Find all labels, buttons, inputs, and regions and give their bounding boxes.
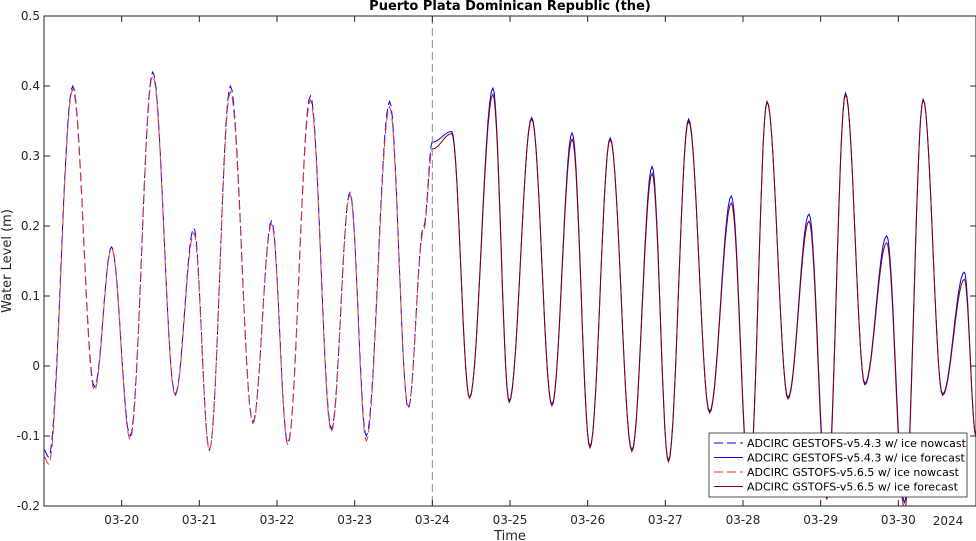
axes-layer: 0.5 0.4 0.3 0.2 0.1 0 -0.1 -0.2 03-20 03-21 03-22 0…	[17, 9, 976, 527]
plot-area	[44, 16, 976, 506]
legend: ADCIRC GESTOFS-v5.4.3 w/ ice nowcast ADCI…	[708, 432, 968, 498]
y-tick-label: 0.2	[21, 219, 40, 233]
x-tick-label: 03-27	[648, 513, 683, 527]
x-tick-label: 03-24	[415, 513, 450, 527]
legend-box	[708, 432, 968, 498]
legend-label: ADCIRC GESTOFS-v5.4.3 w/ ice nowcast	[747, 437, 967, 450]
series-layer	[44, 70, 976, 506]
y-axis-title: Water Level (m)	[0, 209, 15, 313]
x-tick-label: 03-22	[260, 513, 295, 527]
x-tick-label: 03-29	[803, 513, 838, 527]
legend-label: ADCIRC GSTOFS-v5.6.5 w/ ice forecast	[747, 481, 959, 494]
y-tick-label: 0.5	[21, 9, 40, 23]
x-tick-label: 03-25	[493, 513, 528, 527]
legend-label: ADCIRC GSTOFS-v5.6.5 w/ ice nowcast	[747, 466, 960, 479]
series-line-nowcast-red	[44, 74, 433, 465]
y-tick-label: -0.1	[17, 429, 40, 443]
y-tick-label: 0.3	[21, 149, 40, 163]
x-tick-label: 03-26	[570, 513, 605, 527]
x-tick-label: 03-21	[182, 513, 217, 527]
chart-title: Puerto Plata Dominican Republic (the)	[369, 0, 651, 14]
series-line-forecast-red	[432, 92, 976, 506]
y-tick-label: -0.2	[17, 499, 40, 513]
y-tick-label: 0.4	[21, 79, 40, 93]
legend-label: ADCIRC GESTOFS-v5.4.3 w/ ice forecast	[747, 452, 966, 465]
y-tick-label: 0.1	[21, 289, 40, 303]
y-tick-label: 0	[32, 359, 40, 373]
x-tick-label: 03-23	[337, 513, 372, 527]
x-tick-label: 03-30	[881, 513, 916, 527]
x-tick-label: 03-28	[726, 513, 761, 527]
x-axis-title: Time	[493, 529, 526, 541]
x-axis-year-label: 2024	[933, 514, 964, 528]
x-tick-label: 03-20	[104, 513, 139, 527]
